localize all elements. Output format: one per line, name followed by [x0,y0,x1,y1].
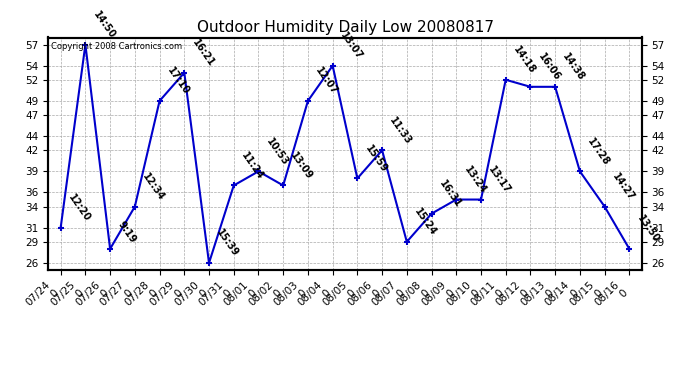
Text: 13:07: 13:07 [338,30,364,62]
Text: 15:24: 15:24 [413,207,438,238]
Text: 11:24: 11:24 [239,150,265,181]
Text: 13:24: 13:24 [462,164,488,195]
Text: 15:59: 15:59 [363,143,389,174]
Text: 12:34: 12:34 [140,171,166,202]
Text: 14:27: 14:27 [610,171,636,202]
Text: 12:07: 12:07 [313,66,339,97]
Text: 17:10: 17:10 [165,66,191,97]
Text: 13:17: 13:17 [486,164,513,195]
Text: 14:18: 14:18 [511,44,538,76]
Text: 16:06: 16:06 [536,51,562,82]
Text: 16:21: 16:21 [190,38,216,69]
Text: 10:53: 10:53 [264,136,290,167]
Text: 9:19: 9:19 [116,219,138,245]
Title: Outdoor Humidity Daily Low 20080817: Outdoor Humidity Daily Low 20080817 [197,20,493,35]
Text: 12:20: 12:20 [66,192,92,224]
Text: 15:39: 15:39 [215,228,241,259]
Text: 13:50: 13:50 [635,214,661,245]
Text: 14:38: 14:38 [561,51,586,82]
Text: 11:33: 11:33 [388,115,413,146]
Text: 13:09: 13:09 [288,150,315,181]
Text: 14:50: 14:50 [91,9,117,40]
Text: 16:31: 16:31 [437,178,463,210]
Text: 17:28: 17:28 [585,136,611,167]
Text: Copyright 2008 Cartronics.com: Copyright 2008 Cartronics.com [51,42,182,51]
